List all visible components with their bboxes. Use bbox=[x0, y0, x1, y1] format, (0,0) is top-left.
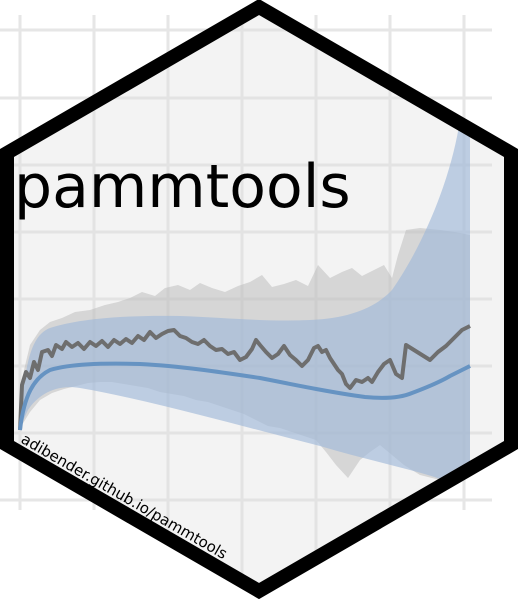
sticker-title: pammtools bbox=[14, 152, 351, 222]
gray-hazard-line bbox=[18, 324, 471, 431]
blue-hazard-line bbox=[18, 361, 471, 431]
blue-confidence-band bbox=[20, 30, 470, 490]
